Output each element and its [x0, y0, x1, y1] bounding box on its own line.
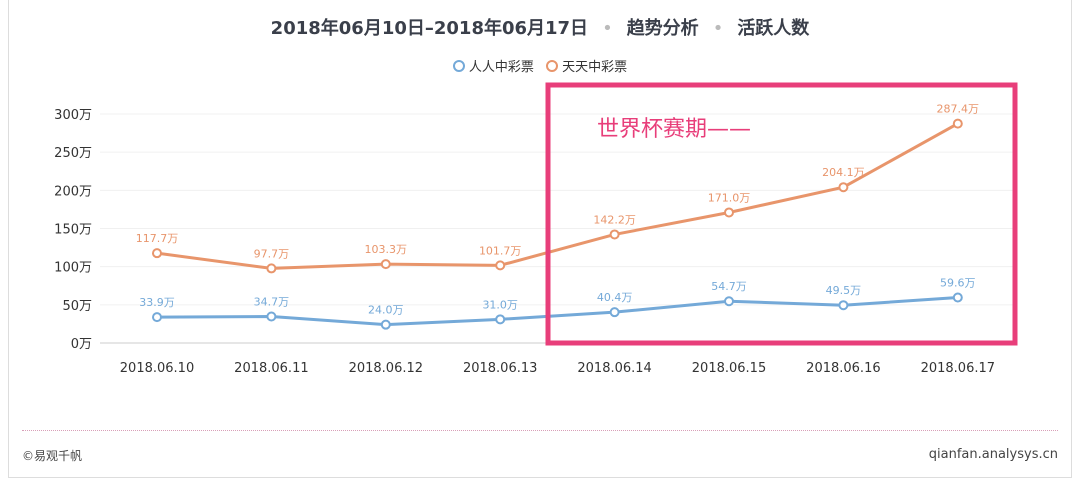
data-point: [152, 312, 162, 323]
title-section: 趋势分析: [626, 18, 699, 39]
separator-dot: •: [712, 18, 724, 39]
data-point: [609, 229, 620, 240]
series-line-1: [156, 122, 959, 270]
series-line-0: [156, 296, 958, 327]
data-label: 171.0万: [708, 191, 751, 204]
data-label: 40.4万: [597, 291, 633, 304]
data-label: 287.4万: [937, 103, 980, 116]
legend-item-1[interactable]: 天天中彩票: [546, 56, 627, 75]
data-point: [724, 296, 734, 307]
data-label: 142.2万: [593, 213, 636, 226]
data-label: 33.9万: [139, 296, 175, 309]
x-tick-label: 2018.06.17: [921, 361, 995, 376]
data-label: 117.7万: [136, 232, 179, 245]
separator-dot: •: [602, 18, 613, 39]
data-label: 31.0万: [482, 298, 518, 311]
data-point: [380, 259, 391, 270]
x-tick-label: 2018.06.13: [463, 361, 537, 376]
x-tick-label: 2018.06.10: [120, 361, 194, 376]
y-tick-label: 150万: [54, 223, 92, 238]
copyright: ©易观千帆: [22, 449, 83, 463]
x-tick-label: 2018.06.12: [349, 361, 423, 376]
title-metric: 活跃人数: [737, 18, 810, 39]
highlight-box: [545, 82, 1018, 346]
data-point: [952, 292, 963, 303]
y-tick-label: 300万: [54, 108, 92, 123]
y-tick-label: 200万: [54, 184, 92, 199]
y-tick-label: 0万: [71, 337, 92, 352]
data-point: [152, 248, 162, 259]
legend-label: 天天中彩票: [562, 60, 628, 75]
data-label: 204.1万: [822, 166, 865, 179]
site-url: qianfan.analysys.cn: [928, 447, 1058, 462]
data-point: [266, 311, 277, 322]
legend: 人人中彩票 天天中彩票: [0, 56, 1080, 76]
data-label: 103.3万: [365, 243, 408, 256]
title-date-range: 2018年06月10日–2018年06月17日: [270, 18, 589, 39]
data-label: 24.0万: [368, 304, 404, 317]
x-tick-label: 2018.06.15: [692, 361, 766, 376]
data-point: [838, 300, 849, 311]
data-point: [609, 307, 620, 318]
x-tick-label: 2018.06.14: [577, 361, 651, 376]
legend-marker-icon: [452, 59, 465, 72]
data-label: 54.7万: [711, 280, 747, 293]
y-tick-label: 100万: [54, 261, 92, 276]
data-point: [495, 260, 506, 271]
data-point: [838, 182, 849, 193]
footer-divider: [22, 430, 1058, 431]
data-point: [495, 314, 506, 325]
legend-label: 人人中彩票: [468, 60, 534, 75]
x-tick-label: 2018.06.16: [806, 361, 880, 376]
data-point: [724, 207, 734, 218]
data-label: 49.5万: [826, 284, 862, 297]
data-label: 101.7万: [479, 244, 522, 257]
data-point: [380, 319, 391, 330]
annotation-text: 世界杯赛期——: [597, 117, 751, 142]
card-frame: [8, 0, 1072, 478]
data-label: 34.7万: [254, 296, 290, 309]
chart-title: 2018年06月10日–2018年06月17日 • 趋势分析 • 活跃人数: [0, 14, 1080, 40]
x-tick-label: 2018.06.11: [234, 361, 308, 376]
y-tick-label: 250万: [54, 146, 92, 161]
data-label: 59.6万: [940, 277, 976, 290]
y-tick-label: 50万: [62, 299, 92, 314]
legend-marker-icon: [546, 59, 559, 72]
data-label: 97.7万: [254, 247, 290, 260]
data-point: [952, 118, 963, 129]
data-point: [266, 263, 277, 274]
legend-item-0[interactable]: 人人中彩票: [452, 56, 534, 75]
